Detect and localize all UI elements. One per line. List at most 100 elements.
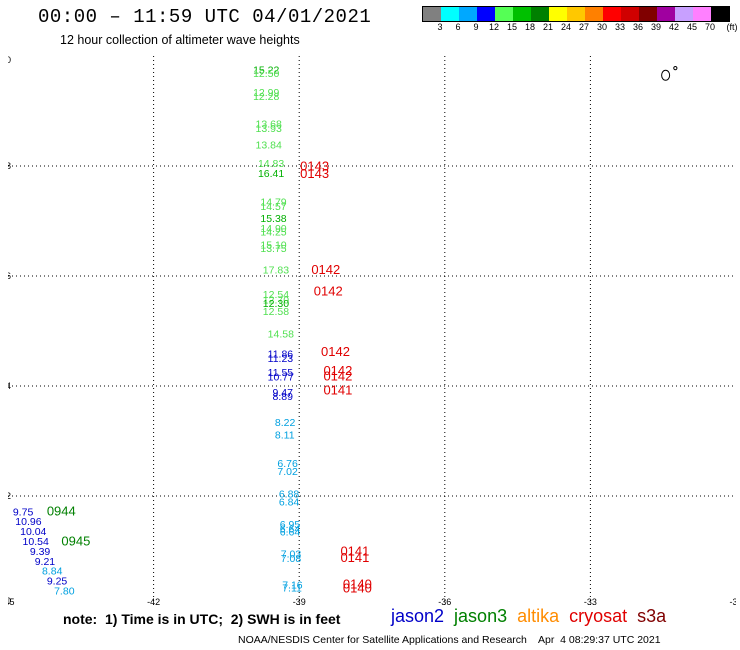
legend-swatch [477, 7, 495, 21]
wave-height-label: 13.93 [256, 123, 282, 135]
legend-swatch [495, 7, 513, 21]
legend-label: 24 [560, 22, 572, 32]
y-tick-label: 38 [8, 161, 11, 171]
pass-time-label: 0141 [340, 550, 369, 565]
wave-height-label: 6.84 [279, 496, 300, 508]
wave-height-label: 8.84 [42, 566, 63, 578]
legend-swatch [423, 7, 441, 21]
wave-height-label: 10.77 [268, 372, 294, 384]
wave-height-label: 12.70 [263, 295, 289, 307]
legend-label: 33 [614, 22, 626, 32]
legend-label: 42 [668, 22, 680, 32]
legend-swatch [549, 7, 567, 21]
y-tick-label: 32 [8, 491, 11, 501]
x-tick-label: -39 [293, 597, 306, 606]
wave-height-label: 10.04 [20, 526, 46, 538]
wave-height-label: 7.80 [54, 585, 75, 597]
wave-height-label: 6.95 [280, 519, 301, 531]
wave-height-label: 16.41 [258, 168, 284, 180]
legend-swatch [513, 7, 531, 21]
legend-label: 27 [578, 22, 590, 32]
satellite-jason3: jason3 [454, 606, 508, 626]
satellite-altika: altika [517, 606, 560, 626]
wave-height-label: 15.22 [253, 65, 279, 77]
footer-note: note: 1) Time is in UTC; 2) SWH is in fe… [63, 611, 341, 627]
wave-height-label: 13.75 [260, 243, 286, 255]
legend-swatch [639, 7, 657, 21]
legend-label: 30 [596, 22, 608, 32]
wave-height-map: -45 -42 -39 -36 -33 -30 30 32 34 36 38 40 15.2212.50… [8, 56, 736, 606]
wave-height-label: 9.75 [13, 506, 34, 518]
pass-time-label: 0142 [323, 363, 352, 378]
legend-label: 9 [473, 22, 479, 32]
x-tick-label: -45 [8, 597, 15, 606]
legend-label: 18 [524, 22, 536, 32]
legend-label: 15 [506, 22, 518, 32]
page-subtitle: 12 hour collection of altimeter wave hei… [60, 33, 300, 47]
color-legend [422, 6, 730, 22]
legend-swatch [693, 7, 711, 21]
pass-time-label: 0142 [323, 369, 352, 384]
wave-height-label: 14.25 [260, 226, 286, 238]
wave-height-label: 17.83 [263, 264, 289, 276]
legend-swatch [459, 7, 477, 21]
pass-time-label: 0142 [314, 283, 343, 298]
pass-time-label: 0944 [47, 503, 76, 518]
wave-height-label: 15.38 [260, 213, 286, 225]
legend-swatch [567, 7, 585, 21]
x-tick-label: -33 [584, 597, 597, 606]
color-legend-labels: 3 6 9 12 15 18 21 24 27 30 33 36 39 42 45 70 (ft) [422, 22, 737, 34]
satellite-s3a: s3a [637, 606, 667, 626]
wave-height-label: 6.64 [280, 527, 301, 539]
pass-time-label: 0140 [343, 580, 372, 595]
pass-time-label: 0140 [343, 576, 372, 591]
pass-time-label: 0143 [300, 166, 329, 181]
pass-time-label: 0141 [323, 382, 352, 397]
satellite-key: jason2 jason3 altika cryosat s3a [391, 606, 676, 627]
pass-time-label: 0143 [300, 158, 329, 173]
wave-height-label: 14.57 [260, 201, 286, 213]
legend-swatch [711, 7, 729, 21]
legend-swatch [603, 7, 621, 21]
legend-label: 36 [632, 22, 644, 32]
wave-height-label: 15.10 [260, 240, 286, 252]
wave-height-label: 14.83 [258, 158, 284, 170]
legend-swatch [441, 7, 459, 21]
pass-time-label: 0142 [321, 344, 350, 359]
y-tick-label: 34 [8, 381, 11, 391]
legend-swatch [657, 7, 675, 21]
legend-label: 3 [437, 22, 443, 32]
wave-height-label: 12.28 [253, 91, 279, 103]
wave-height-label: 6.64 [280, 523, 301, 535]
wave-height-label: 14.90 [260, 223, 286, 235]
wave-height-label: 6.88 [279, 489, 300, 501]
pass-time-label: 0945 [61, 534, 90, 549]
wave-height-label: 9.39 [30, 546, 51, 558]
pass-time-label: 0141 [340, 543, 369, 558]
legend-label: 45 [686, 22, 698, 32]
wave-height-label: 9.47 [273, 387, 294, 399]
wave-height-label: 12.50 [253, 68, 279, 80]
legend-swatch [675, 7, 693, 21]
wave-height-label: 7.16 [282, 579, 303, 591]
x-tick-label: -36 [438, 597, 451, 606]
wave-height-label: 9.21 [35, 556, 56, 568]
wave-height-label: 7.08 [281, 553, 302, 565]
wave-height-label: 14.79 [260, 197, 286, 209]
y-tick-label: 40 [8, 56, 11, 65]
wave-height-label: 12.99 [253, 87, 279, 99]
island-outline [661, 69, 671, 81]
legend-label: 6 [455, 22, 461, 32]
legend-swatch [621, 7, 639, 21]
legend-label: 70 [704, 22, 716, 32]
footer-credit: NOAA/NESDIS Center for Satellite Applica… [238, 634, 661, 646]
y-tick-label: 30 [8, 596, 11, 606]
wave-height-label: 12.30 [263, 298, 289, 310]
wave-height-label: 10.54 [23, 536, 49, 548]
wave-height-label: 7.03 [281, 549, 302, 561]
legend-label: 39 [650, 22, 662, 32]
wave-height-label: 11.23 [268, 353, 294, 365]
wave-height-label: 13.68 [256, 119, 282, 131]
y-tick-label: 36 [8, 271, 11, 281]
wave-height-label: 6.76 [277, 458, 298, 470]
